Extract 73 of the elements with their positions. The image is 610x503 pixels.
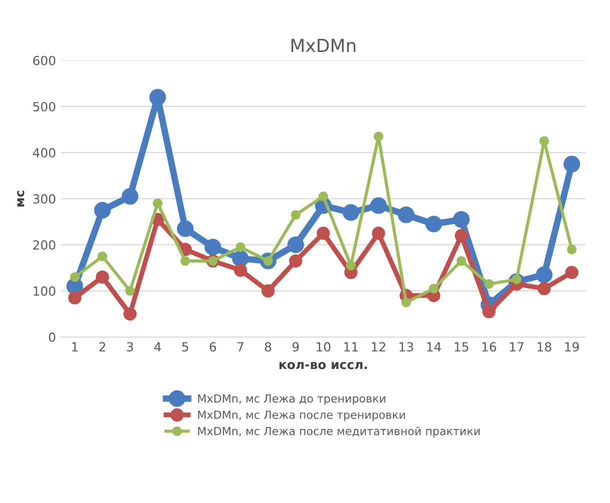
legend-label: MxDMn, мс Лежа после тренировки <box>198 410 405 422</box>
x-tick-label: 17 <box>510 342 524 352</box>
legend-label: MxDMn, мс Лежа после медитативной практики <box>198 426 480 438</box>
y-tick-label: 200 <box>33 240 56 250</box>
point <box>70 272 80 282</box>
x-tick-label: 1 <box>72 342 78 352</box>
y-axis-title: мс <box>17 190 24 206</box>
x-tick-label: 2 <box>99 342 106 352</box>
point <box>98 251 108 262</box>
x-tick-label: 5 <box>182 342 188 352</box>
point <box>204 238 222 256</box>
point <box>428 284 439 294</box>
x-tick-label: 18 <box>538 342 552 352</box>
point <box>96 270 110 284</box>
x-tick-label: 3 <box>127 342 133 352</box>
point <box>539 136 550 146</box>
point <box>152 198 162 208</box>
x-axis-title: кол-во иссл. <box>279 362 367 370</box>
point <box>453 211 470 228</box>
point <box>401 298 411 308</box>
x-tick-label: 14 <box>427 342 441 352</box>
x-tick-label: 8 <box>264 342 272 352</box>
point <box>289 254 302 268</box>
x-tick-label: 9 <box>292 342 299 352</box>
x-tick-label: 4 <box>154 342 161 352</box>
point <box>484 279 494 289</box>
point <box>374 132 384 142</box>
point <box>566 244 577 254</box>
point <box>68 291 82 304</box>
point <box>234 264 248 277</box>
y-tick-label: 400 <box>32 148 56 158</box>
point <box>180 256 190 266</box>
point <box>538 282 551 296</box>
point <box>565 266 578 280</box>
y-tick-label: 500 <box>33 102 56 112</box>
y-tick-label: 0 <box>49 332 56 342</box>
point <box>318 192 328 202</box>
x-tick-label: 12 <box>372 342 386 352</box>
point <box>482 305 496 318</box>
point <box>456 256 466 266</box>
x-tick-label: 13 <box>400 342 414 352</box>
chart-title: MxDMn <box>291 38 356 52</box>
x-tick-label: 15 <box>454 342 468 352</box>
legend-label: MxDMn, мс Лежа до тренировки <box>198 394 386 405</box>
point <box>125 286 135 296</box>
point <box>122 188 138 205</box>
point <box>398 206 414 224</box>
point <box>425 216 442 232</box>
y-tick-label: 300 <box>33 194 56 204</box>
x-tick-label: 7 <box>238 342 244 352</box>
point <box>236 242 246 252</box>
point <box>316 226 330 240</box>
x-tick-label: 19 <box>565 342 579 352</box>
x-tick-label: 6 <box>210 342 216 352</box>
point <box>563 156 580 172</box>
x-tick-label: 16 <box>482 342 496 352</box>
x-tick-label: 11 <box>344 342 358 352</box>
y-tick-label: 100 <box>34 286 56 296</box>
x-tick-label: 10 <box>316 342 330 352</box>
y-tick-label: 600 <box>33 56 56 66</box>
point <box>370 197 387 214</box>
point <box>287 236 304 254</box>
point <box>372 226 386 240</box>
point <box>261 284 275 298</box>
point <box>149 88 166 106</box>
point <box>342 204 360 221</box>
point <box>123 307 137 321</box>
point <box>176 220 194 237</box>
point <box>290 210 301 220</box>
point <box>94 202 111 219</box>
point <box>536 266 553 284</box>
point <box>346 260 356 270</box>
point <box>454 228 468 242</box>
